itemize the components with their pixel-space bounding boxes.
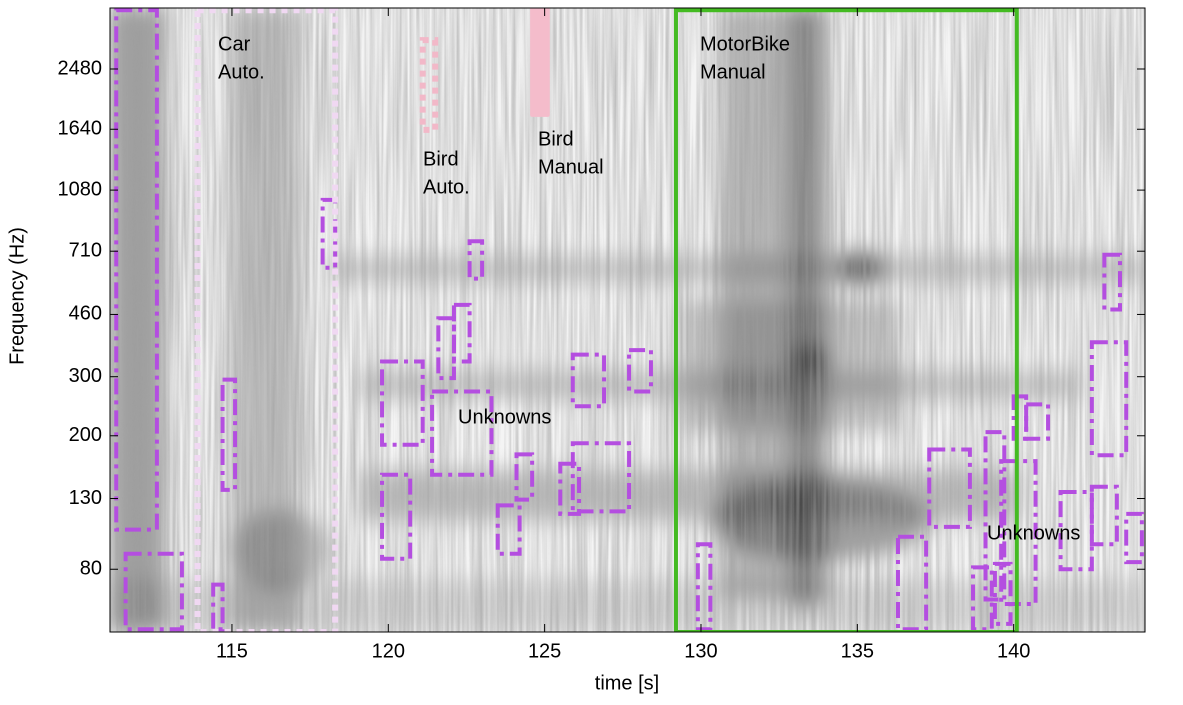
y-tick-label: 1640 [58,118,103,140]
annotation-region [627,348,653,394]
x-tick-label: 135 [841,640,874,662]
region-label: MotorBike [700,33,790,55]
annotation-region [419,37,439,133]
y-tick-label: 80 [80,558,102,580]
x-tick-label: 115 [216,640,248,662]
annotation-region [1089,340,1129,458]
annotation-region [430,389,494,477]
x-tick-label: 130 [684,640,717,662]
plot-frame [109,7,1146,633]
annotation-region [380,472,413,561]
annotation-region [451,302,472,364]
annotation-region [558,461,582,516]
y-tick-label: 300 [69,365,102,387]
region-label: Auto. [218,61,265,83]
x-tick-label: 140 [997,640,1030,662]
annotation-region [514,452,535,502]
x-tick-label: 120 [372,640,405,662]
y-tick-label: 200 [69,424,102,446]
annotation-region [1102,252,1122,312]
annotation-region [1089,484,1119,547]
annotation-region [927,447,972,529]
y-tick-label: 2480 [58,57,103,79]
annotation-region [570,352,607,409]
annotation-region [211,582,225,632]
y-tick-label: 1080 [58,178,103,200]
x-tick-label: 125 [528,640,561,662]
annotation-region [1124,511,1144,565]
y-tick-label: 710 [69,239,102,261]
region-label: Unknowns [458,406,551,428]
y-axis-label: Frequency (Hz) [6,227,28,365]
annotation-region [380,359,425,447]
annotation-region [570,441,632,514]
region-label: Bird [423,148,459,170]
annotation-region [983,430,1007,602]
region-label: Manual [538,156,604,178]
annotation-region [220,377,238,492]
region-label: Manual [700,61,766,83]
annotation-region [895,534,929,632]
annotation-region [114,8,159,532]
annotation-region [992,561,1013,626]
annotation-region [971,565,994,632]
y-tick-label: 130 [69,487,102,509]
annotation-region [123,551,184,632]
x-axis-label: time [s] [595,672,659,694]
region-label: Unknowns [987,522,1080,544]
annotation-region [467,239,485,281]
annotation-region [695,542,713,632]
annotation-region [1024,402,1051,441]
annotation-region [530,8,550,117]
annotation-region [495,503,522,556]
y-tick-label: 460 [69,303,102,325]
region-label: Auto. [423,176,470,198]
region-label: Car [218,33,251,55]
region-label: Bird [538,128,574,150]
